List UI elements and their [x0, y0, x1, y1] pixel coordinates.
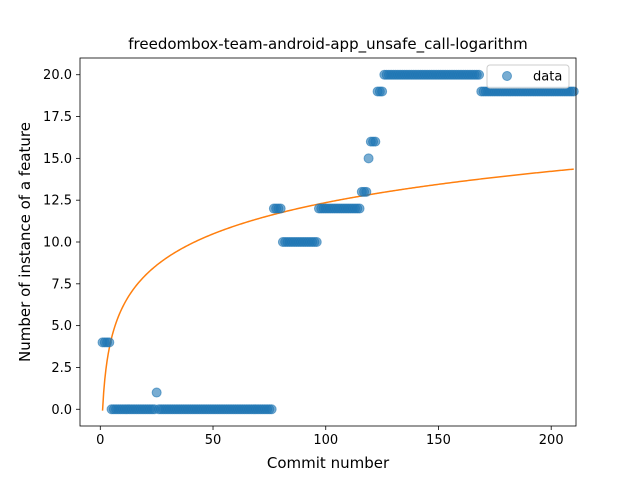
data-point	[361, 186, 372, 197]
y-axis-label: Number of instance of a feature	[16, 122, 34, 362]
data-point	[311, 237, 322, 247]
y-tick-label: 2.5	[51, 361, 72, 376]
data-points-layer	[97, 69, 579, 415]
legend-marker-data	[502, 71, 512, 81]
x-tick-label: 0	[96, 433, 104, 448]
x-axis: 0 50 100 150 200	[96, 426, 564, 448]
y-tick-label: 0.0	[51, 403, 72, 418]
data-point	[151, 387, 162, 398]
data-point	[474, 69, 485, 80]
x-axis-label: Commit number	[267, 454, 390, 472]
legend-label-data: data	[533, 70, 562, 85]
x-tick-label: 150	[426, 433, 451, 448]
y-tick-label: 10.0	[43, 236, 72, 251]
x-tick-label: 100	[313, 433, 338, 448]
y-tick-label: 12.5	[43, 194, 72, 209]
data-point	[275, 203, 286, 214]
plot-area	[79, 57, 579, 427]
y-axis: 0.0 2.5 5.0 7.5 10.0 12.5 15.0 17.5 20.0	[43, 68, 80, 418]
legend: data	[486, 64, 570, 89]
data-point	[377, 86, 388, 97]
data-point	[568, 86, 579, 97]
x-tick-label: 50	[205, 433, 222, 448]
x-tick-label: 200	[539, 433, 564, 448]
y-tick-label: 15.0	[43, 152, 72, 167]
fit-line-layer	[101, 168, 574, 411]
plot-background	[80, 58, 576, 426]
data-point	[104, 337, 115, 348]
data-point	[266, 404, 277, 415]
y-tick-label: 5.0	[51, 319, 72, 334]
fit-line	[101, 168, 574, 411]
chart-title: freedombox-team-android-app_unsafe_call-…	[128, 35, 527, 54]
legend-box	[486, 64, 570, 89]
data-point	[370, 136, 381, 147]
data-point	[354, 203, 365, 214]
y-tick-label: 7.5	[51, 277, 72, 292]
data-point	[363, 153, 374, 164]
y-tick-label: 17.5	[43, 110, 72, 125]
y-tick-label: 20.0	[43, 68, 72, 83]
